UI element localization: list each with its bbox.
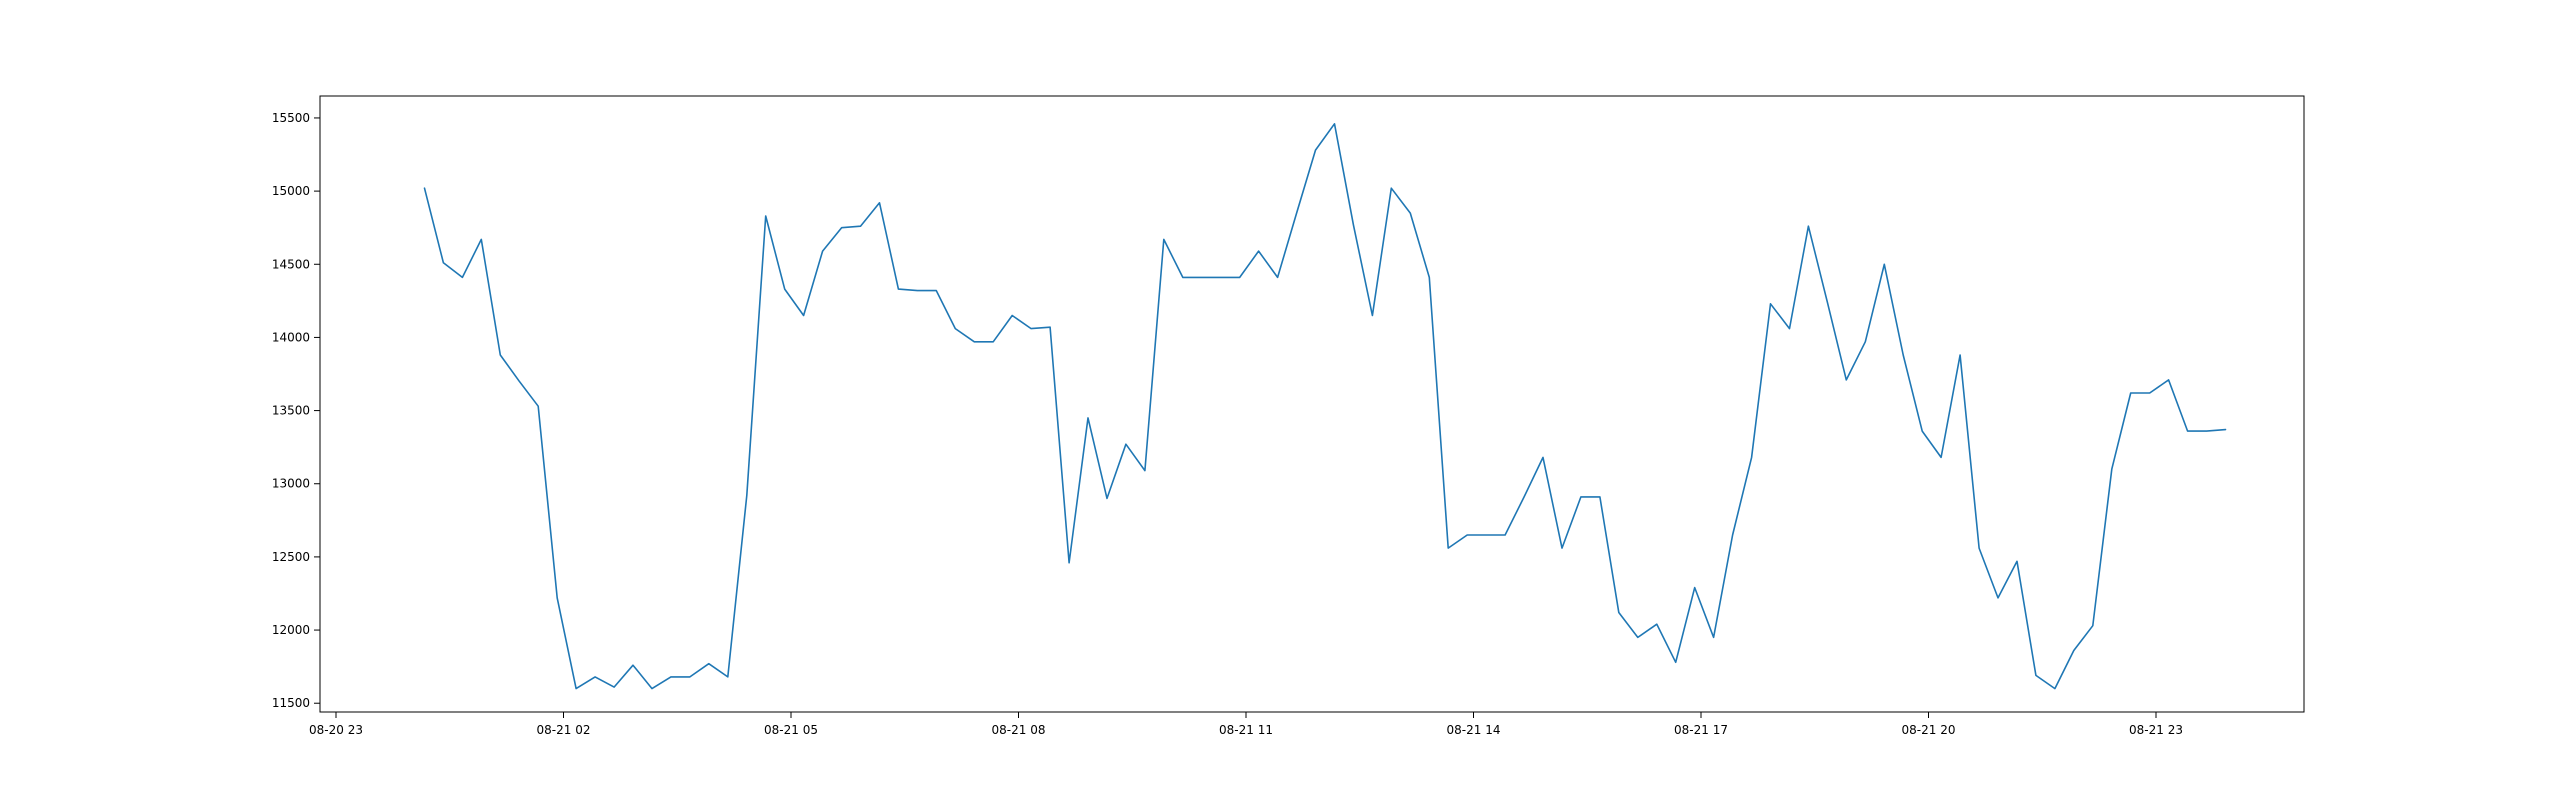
x-axis: 08-20 23 08-21 02 08-21 05 08-21 08 08-21 11…	[309, 712, 2183, 737]
x-tick-label: 08-21 05	[764, 723, 818, 737]
y-tick-label: 14000	[272, 330, 310, 344]
y-axis: 11500 12000 12500 13000 13500 14000 14500 15000…	[272, 111, 320, 710]
x-tick-label: 08-21 08	[992, 723, 1046, 737]
y-tick-label: 15500	[272, 111, 310, 125]
x-tick-label: 08-21 20	[1902, 723, 1956, 737]
x-tick-label: 08-21 17	[1674, 723, 1728, 737]
y-tick-label: 14500	[272, 257, 310, 271]
x-tick-label: 08-21 11	[1219, 723, 1273, 737]
y-tick-label: 12000	[272, 623, 310, 637]
y-tick-label: 15000	[272, 184, 310, 198]
x-tick-label: 08-21 02	[537, 723, 591, 737]
y-tick-label: 12500	[272, 550, 310, 564]
y-tick-label: 11500	[272, 696, 310, 710]
x-tick-label: 08-20 23	[309, 723, 363, 737]
y-tick-label: 13500	[272, 404, 310, 418]
x-tick-label: 08-21 14	[1447, 723, 1501, 737]
series-line	[423, 123, 2227, 690]
plot-frame	[319, 95, 2305, 713]
x-tick-label: 08-21 23	[2129, 723, 2183, 737]
y-tick-label: 13000	[272, 477, 310, 491]
